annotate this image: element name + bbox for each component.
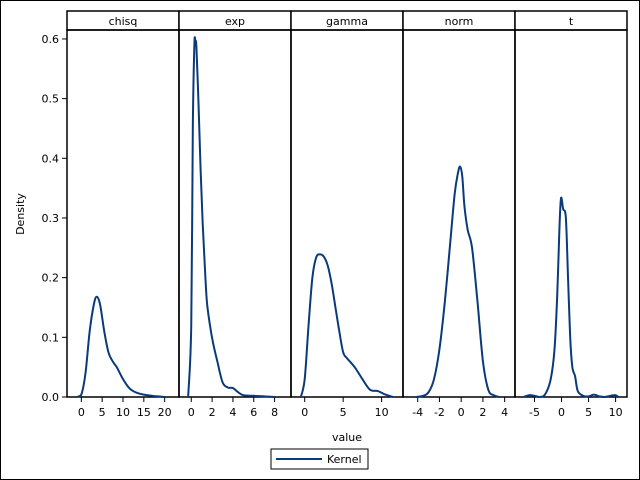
y-tick-label: 0.4 bbox=[42, 152, 60, 165]
x-tick-label: 5 bbox=[340, 406, 347, 419]
x-tick-label: 0 bbox=[78, 406, 85, 419]
x-tick-label: 10 bbox=[116, 406, 130, 419]
x-tick-label: 4 bbox=[501, 406, 508, 419]
panel-gamma: gamma 0 5 10 bbox=[290, 10, 404, 419]
x-tick-label: -2 bbox=[434, 406, 445, 419]
x-tick-label: 8 bbox=[271, 406, 278, 419]
x-tick-label: 15 bbox=[137, 406, 151, 419]
x-tick-label: 5 bbox=[99, 406, 106, 419]
panel-t: t -5 0 5 10 bbox=[514, 10, 628, 419]
x-tick-label: 0 bbox=[558, 406, 565, 419]
y-axis: 0.0 0.1 0.2 0.3 0.4 0.5 0.6 bbox=[42, 33, 67, 404]
x-tick-label: -4 bbox=[412, 406, 423, 419]
density-curve-gamma bbox=[299, 253, 394, 398]
panel-plot-frame bbox=[66, 29, 180, 398]
x-tick-label: 4 bbox=[229, 406, 236, 419]
panel-header-label: chisq bbox=[109, 15, 138, 28]
density-curve-t bbox=[523, 196, 619, 398]
y-tick-label: 0.5 bbox=[42, 93, 60, 106]
panel-header-label: norm bbox=[445, 15, 474, 28]
panel-header-label: exp bbox=[225, 15, 245, 28]
x-tick-label: 0 bbox=[301, 406, 308, 419]
x-tick-label: 10 bbox=[609, 406, 623, 419]
x-tick-label: 2 bbox=[479, 406, 486, 419]
density-curve-norm bbox=[415, 165, 500, 398]
x-tick-label: -5 bbox=[529, 406, 540, 419]
x-tick-label: 2 bbox=[209, 406, 216, 419]
y-tick-label: 0.3 bbox=[42, 212, 60, 225]
x-tick-label: 0 bbox=[188, 406, 195, 419]
y-tick-label: 0.1 bbox=[42, 331, 60, 344]
panel-chisq: chisq 0 5 10 15 20 bbox=[66, 10, 180, 419]
panel-header-label: t bbox=[569, 15, 574, 28]
x-tick-label: 10 bbox=[375, 406, 389, 419]
density-curve-exp bbox=[187, 36, 275, 398]
y-tick-label: 0.6 bbox=[42, 33, 60, 46]
panel-norm: norm -4 -2 0 2 4 bbox=[402, 10, 516, 419]
y-tick-label: 0.0 bbox=[42, 391, 60, 404]
y-tick-label: 0.2 bbox=[42, 272, 60, 285]
legend-label: Kernel bbox=[327, 453, 362, 466]
panel-plot-frame bbox=[402, 29, 516, 398]
x-tick-label: 5 bbox=[585, 406, 592, 419]
panel-plot-frame bbox=[514, 29, 628, 398]
x-axis-label: value bbox=[332, 431, 362, 444]
x-tick-label: 0 bbox=[458, 406, 465, 419]
y-axis-label: Density bbox=[14, 193, 27, 235]
x-tick-label: 6 bbox=[250, 406, 257, 419]
panel-plot-frame bbox=[178, 29, 292, 398]
x-tick-label: 20 bbox=[158, 406, 172, 419]
legend: Kernel bbox=[270, 448, 369, 470]
panel-header-label: gamma bbox=[326, 15, 368, 28]
density-curve-chisq bbox=[76, 295, 165, 398]
panel-exp: exp 0 2 4 6 8 bbox=[178, 10, 292, 419]
